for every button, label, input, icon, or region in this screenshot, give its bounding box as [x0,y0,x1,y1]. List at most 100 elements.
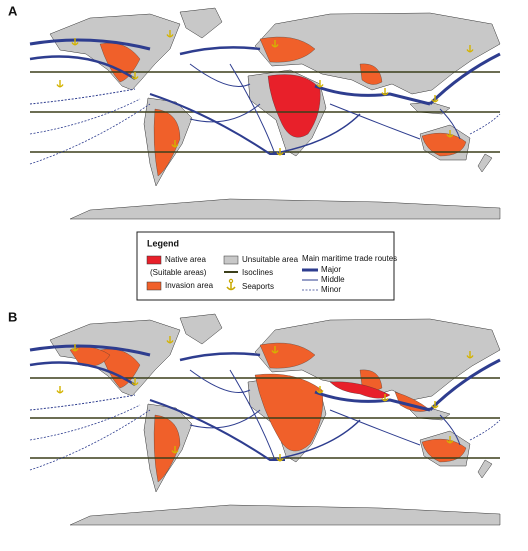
anchor [431,95,439,103]
anchor [276,454,284,462]
anchor [271,40,279,48]
seaport [466,45,474,53]
map-panel-b [29,310,501,526]
anchor [316,386,324,394]
seaport [466,351,474,359]
anchor [271,346,279,354]
seaport [171,446,179,454]
seaport [56,80,64,88]
land [477,153,493,173]
seaport [171,140,179,148]
trade-route [189,369,251,393]
trade-route [428,358,501,412]
panel-label: B [8,309,17,324]
trade-route [189,103,261,123]
land [477,459,493,479]
suitability-area [359,63,383,85]
land [254,318,501,401]
trade-route [29,55,136,81]
anchor [466,45,474,53]
land [179,313,223,345]
seaport [446,130,454,138]
trade-route [189,409,261,429]
anchor [276,148,284,156]
suitability-area [259,36,316,63]
trade-route [29,361,136,387]
seaport [71,344,79,352]
map-panel-a [29,4,501,220]
anchor [56,80,64,88]
trade-route [269,113,361,155]
legend-label: Native area [165,255,206,264]
anchor-icon [226,278,236,291]
anchor [431,401,439,409]
legend-label: Middle [321,275,345,284]
swatch [146,255,162,265]
seaport [276,148,284,156]
legend-title: Legend [147,238,179,248]
legend-label: Seaports [242,282,274,291]
trade-route [229,369,276,461]
anchor [171,446,179,454]
seaport [56,386,64,394]
suitability-area [153,414,181,483]
seaport [431,95,439,103]
trade-route [29,409,151,471]
legend-label: Minor [321,285,341,294]
anchor [381,88,389,96]
suitability-area [329,381,391,399]
anchor [131,378,139,386]
legend-label: Invasion area [165,281,214,290]
legend-label: Unsuitable area [242,255,299,264]
seaport [446,436,454,444]
land [69,198,501,220]
trade-route [469,419,501,441]
anchor [446,130,454,138]
seaport [271,346,279,354]
anchor [171,140,179,148]
seaport [131,378,139,386]
legend-label: (Suitable areas) [150,268,207,277]
trade-route [189,63,251,87]
trade-route [428,52,501,106]
seaport [316,386,324,394]
legend-label: Major [321,265,341,274]
panel-label: A [8,3,18,18]
trade-route [314,390,431,412]
legend-label: Isoclines [242,268,273,277]
seaport [381,88,389,96]
anchor [71,344,79,352]
anchor [166,336,174,344]
swatch [146,281,162,291]
trade-route [29,38,151,51]
seaport [271,40,279,48]
seaport [166,336,174,344]
trade-route [229,63,276,155]
suitability-area [267,74,321,138]
anchor [381,394,389,402]
anchor [56,386,64,394]
seaport [276,454,284,462]
trade-route [269,419,361,461]
seaport [71,38,79,46]
legend-label: Main maritime trade routes [302,254,397,263]
anchor [131,72,139,80]
trade-route [29,88,136,105]
anchor [71,38,79,46]
trade-route [329,409,421,446]
anchor [166,30,174,38]
land [254,12,501,95]
legend: Legend Native area (Suitable areas) Inva… [136,231,397,301]
trade-route [179,352,261,362]
trade-route [29,344,151,357]
land [179,7,223,39]
swatch [223,255,239,265]
trade-route [439,108,461,140]
suitability-area [254,373,323,452]
seaport [381,394,389,402]
seaport [166,30,174,38]
seaport [131,72,139,80]
seaport [316,80,324,88]
